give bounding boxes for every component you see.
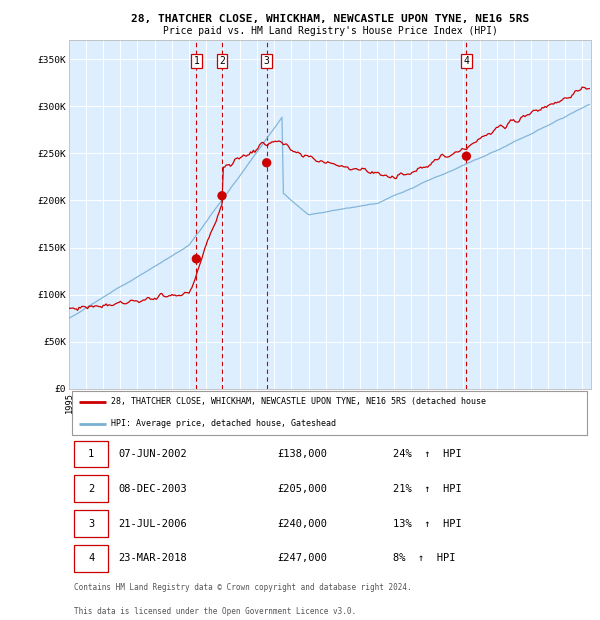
Text: £205,000: £205,000 [278,484,328,494]
Text: 21-JUL-2006: 21-JUL-2006 [119,518,187,529]
Text: 24%  ↑  HPI: 24% ↑ HPI [392,449,461,459]
Text: 2: 2 [219,56,225,66]
Text: 8%  ↑  HPI: 8% ↑ HPI [392,554,455,564]
Text: 23-MAR-2018: 23-MAR-2018 [119,554,187,564]
FancyBboxPatch shape [74,441,108,467]
Text: Price paid vs. HM Land Registry's House Price Index (HPI): Price paid vs. HM Land Registry's House … [163,26,497,36]
Text: This data is licensed under the Open Government Licence v3.0.: This data is licensed under the Open Gov… [74,607,356,616]
Point [191,254,201,264]
Text: Contains HM Land Registry data © Crown copyright and database right 2024.: Contains HM Land Registry data © Crown c… [74,583,412,592]
Text: 21%  ↑  HPI: 21% ↑ HPI [392,484,461,494]
Text: 13%  ↑  HPI: 13% ↑ HPI [392,518,461,529]
Text: 2: 2 [88,484,94,494]
Text: 08-DEC-2003: 08-DEC-2003 [119,484,187,494]
FancyBboxPatch shape [71,391,587,435]
Text: £247,000: £247,000 [278,554,328,564]
Point [461,151,471,161]
FancyBboxPatch shape [74,545,108,572]
Text: 07-JUN-2002: 07-JUN-2002 [119,449,187,459]
Text: 28, THATCHER CLOSE, WHICKHAM, NEWCASTLE UPON TYNE, NE16 5RS: 28, THATCHER CLOSE, WHICKHAM, NEWCASTLE … [131,14,529,24]
Point [217,191,227,201]
FancyBboxPatch shape [74,476,108,502]
Text: 1: 1 [88,449,94,459]
Text: 1: 1 [193,56,199,66]
Text: 4: 4 [88,554,94,564]
Text: £240,000: £240,000 [278,518,328,529]
FancyBboxPatch shape [74,510,108,537]
Text: HPI: Average price, detached house, Gateshead: HPI: Average price, detached house, Gate… [111,419,336,428]
Text: 28, THATCHER CLOSE, WHICKHAM, NEWCASTLE UPON TYNE, NE16 5RS (detached house: 28, THATCHER CLOSE, WHICKHAM, NEWCASTLE … [111,397,486,406]
Text: 3: 3 [264,56,269,66]
Point [262,158,271,168]
Text: £138,000: £138,000 [278,449,328,459]
Text: 4: 4 [463,56,469,66]
Text: 3: 3 [88,518,94,529]
